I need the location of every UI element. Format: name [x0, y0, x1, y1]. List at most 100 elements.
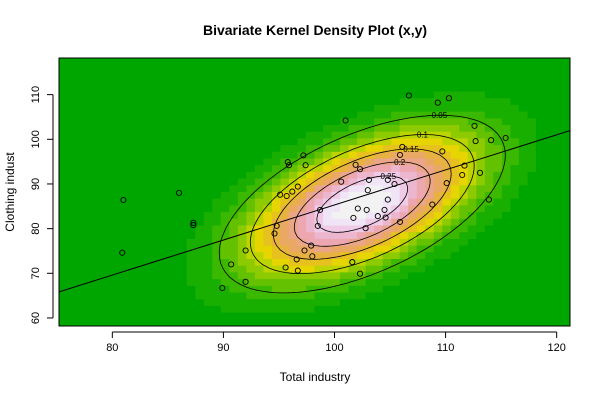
heatmap-cell [297, 272, 307, 280]
heatmap-cell [391, 118, 401, 126]
heatmap-cell [305, 299, 316, 307]
heatmap-cell [510, 91, 520, 99]
heatmap-cell [76, 78, 86, 86]
heatmap-cell [237, 245, 247, 253]
heatmap-cell [544, 158, 554, 166]
heatmap-cell [459, 272, 469, 280]
heatmap-cell [84, 185, 94, 193]
heatmap-cell [203, 205, 213, 213]
heatmap-cell [493, 312, 503, 320]
heatmap-cell [391, 285, 401, 294]
heatmap-cell [408, 272, 418, 280]
heatmap-cell [535, 212, 546, 220]
heatmap-cell [101, 138, 111, 146]
heatmap-cell [391, 71, 401, 79]
heatmap-cell [67, 232, 77, 240]
heatmap-cell [203, 84, 213, 93]
heatmap-cell [382, 138, 392, 146]
heatmap-cell [101, 305, 111, 314]
heatmap-cell [501, 279, 511, 287]
heatmap-cell [484, 71, 494, 79]
heatmap-cell [203, 252, 213, 260]
heatmap-cell [442, 265, 452, 273]
heatmap-cell [84, 111, 94, 119]
heatmap-cell [118, 125, 128, 133]
heatmap-cell [552, 131, 563, 139]
heatmap-cell [186, 312, 196, 320]
heatmap-cell [442, 238, 452, 247]
heatmap-cell [263, 138, 273, 146]
heatmap-cell [203, 158, 213, 166]
heatmap-cell [476, 299, 486, 307]
heatmap-cell [399, 125, 409, 133]
heatmap-cell [237, 158, 247, 166]
heatmap-cell [297, 192, 307, 200]
heatmap-cell [391, 192, 401, 200]
heatmap-cell [357, 151, 367, 160]
heatmap-cell [314, 252, 324, 260]
heatmap-cell [459, 111, 469, 119]
heatmap-cell [518, 91, 529, 99]
heatmap-cell [305, 198, 316, 206]
heatmap-cell [237, 111, 247, 119]
heatmap-cell [433, 71, 443, 79]
heatmap-cell [135, 58, 145, 66]
heatmap-cell [135, 84, 145, 93]
heatmap-cell [76, 319, 86, 326]
heatmap-cell [93, 259, 103, 267]
heatmap-cell [59, 205, 69, 213]
heatmap-cell [237, 225, 247, 233]
heatmap-cell [493, 285, 503, 294]
heatmap-cell [280, 98, 290, 106]
heatmap-cell [399, 232, 409, 240]
heatmap-cell [323, 218, 333, 227]
heatmap-cell [552, 64, 563, 72]
heatmap-cell [212, 252, 222, 260]
heatmap-cell [280, 279, 290, 287]
heatmap-cell [365, 125, 375, 133]
heatmap-cell [178, 58, 188, 66]
heatmap-cell [101, 185, 111, 193]
heatmap-cell [348, 178, 358, 186]
heatmap-cell [425, 305, 435, 314]
heatmap-cell [561, 192, 570, 200]
heatmap-cell [527, 151, 537, 160]
heatmap-cell [357, 279, 367, 287]
heatmap-cell [467, 198, 477, 206]
heatmap-cell [263, 259, 273, 267]
heatmap-cell [263, 71, 273, 79]
heatmap-cell [535, 171, 546, 180]
heatmap-cell [459, 145, 469, 153]
heatmap-cell [186, 91, 196, 99]
heatmap-cell [67, 272, 77, 280]
heatmap-cell [305, 118, 316, 126]
heatmap-cell [493, 185, 503, 193]
heatmap-cell [297, 225, 307, 233]
heatmap-cell [314, 292, 324, 300]
heatmap-cell [288, 98, 299, 106]
heatmap-cell [305, 259, 316, 267]
heatmap-cell [510, 178, 520, 186]
heatmap-cell [467, 84, 477, 93]
heatmap-cell [518, 64, 529, 72]
heatmap-cell [450, 245, 460, 253]
heatmap-cell [93, 145, 103, 153]
heatmap-cell [510, 265, 520, 273]
heatmap-cell [229, 104, 239, 113]
heatmap-cell [67, 319, 77, 326]
heatmap-cell [195, 205, 205, 213]
heatmap-cell [93, 238, 103, 247]
heatmap-cell [365, 138, 375, 146]
heatmap-cell [467, 305, 477, 314]
heatmap-cell [280, 225, 290, 233]
heatmap-cell [544, 84, 554, 93]
heatmap-cell [246, 225, 256, 233]
heatmap-cell [340, 198, 350, 206]
data-point [342, 117, 349, 124]
heatmap-cell [357, 91, 367, 99]
heatmap-cell [467, 58, 477, 66]
heatmap-cell [271, 118, 282, 126]
heatmap-cell [527, 64, 537, 72]
heatmap-cell [408, 125, 418, 133]
heatmap-cell [246, 178, 256, 186]
